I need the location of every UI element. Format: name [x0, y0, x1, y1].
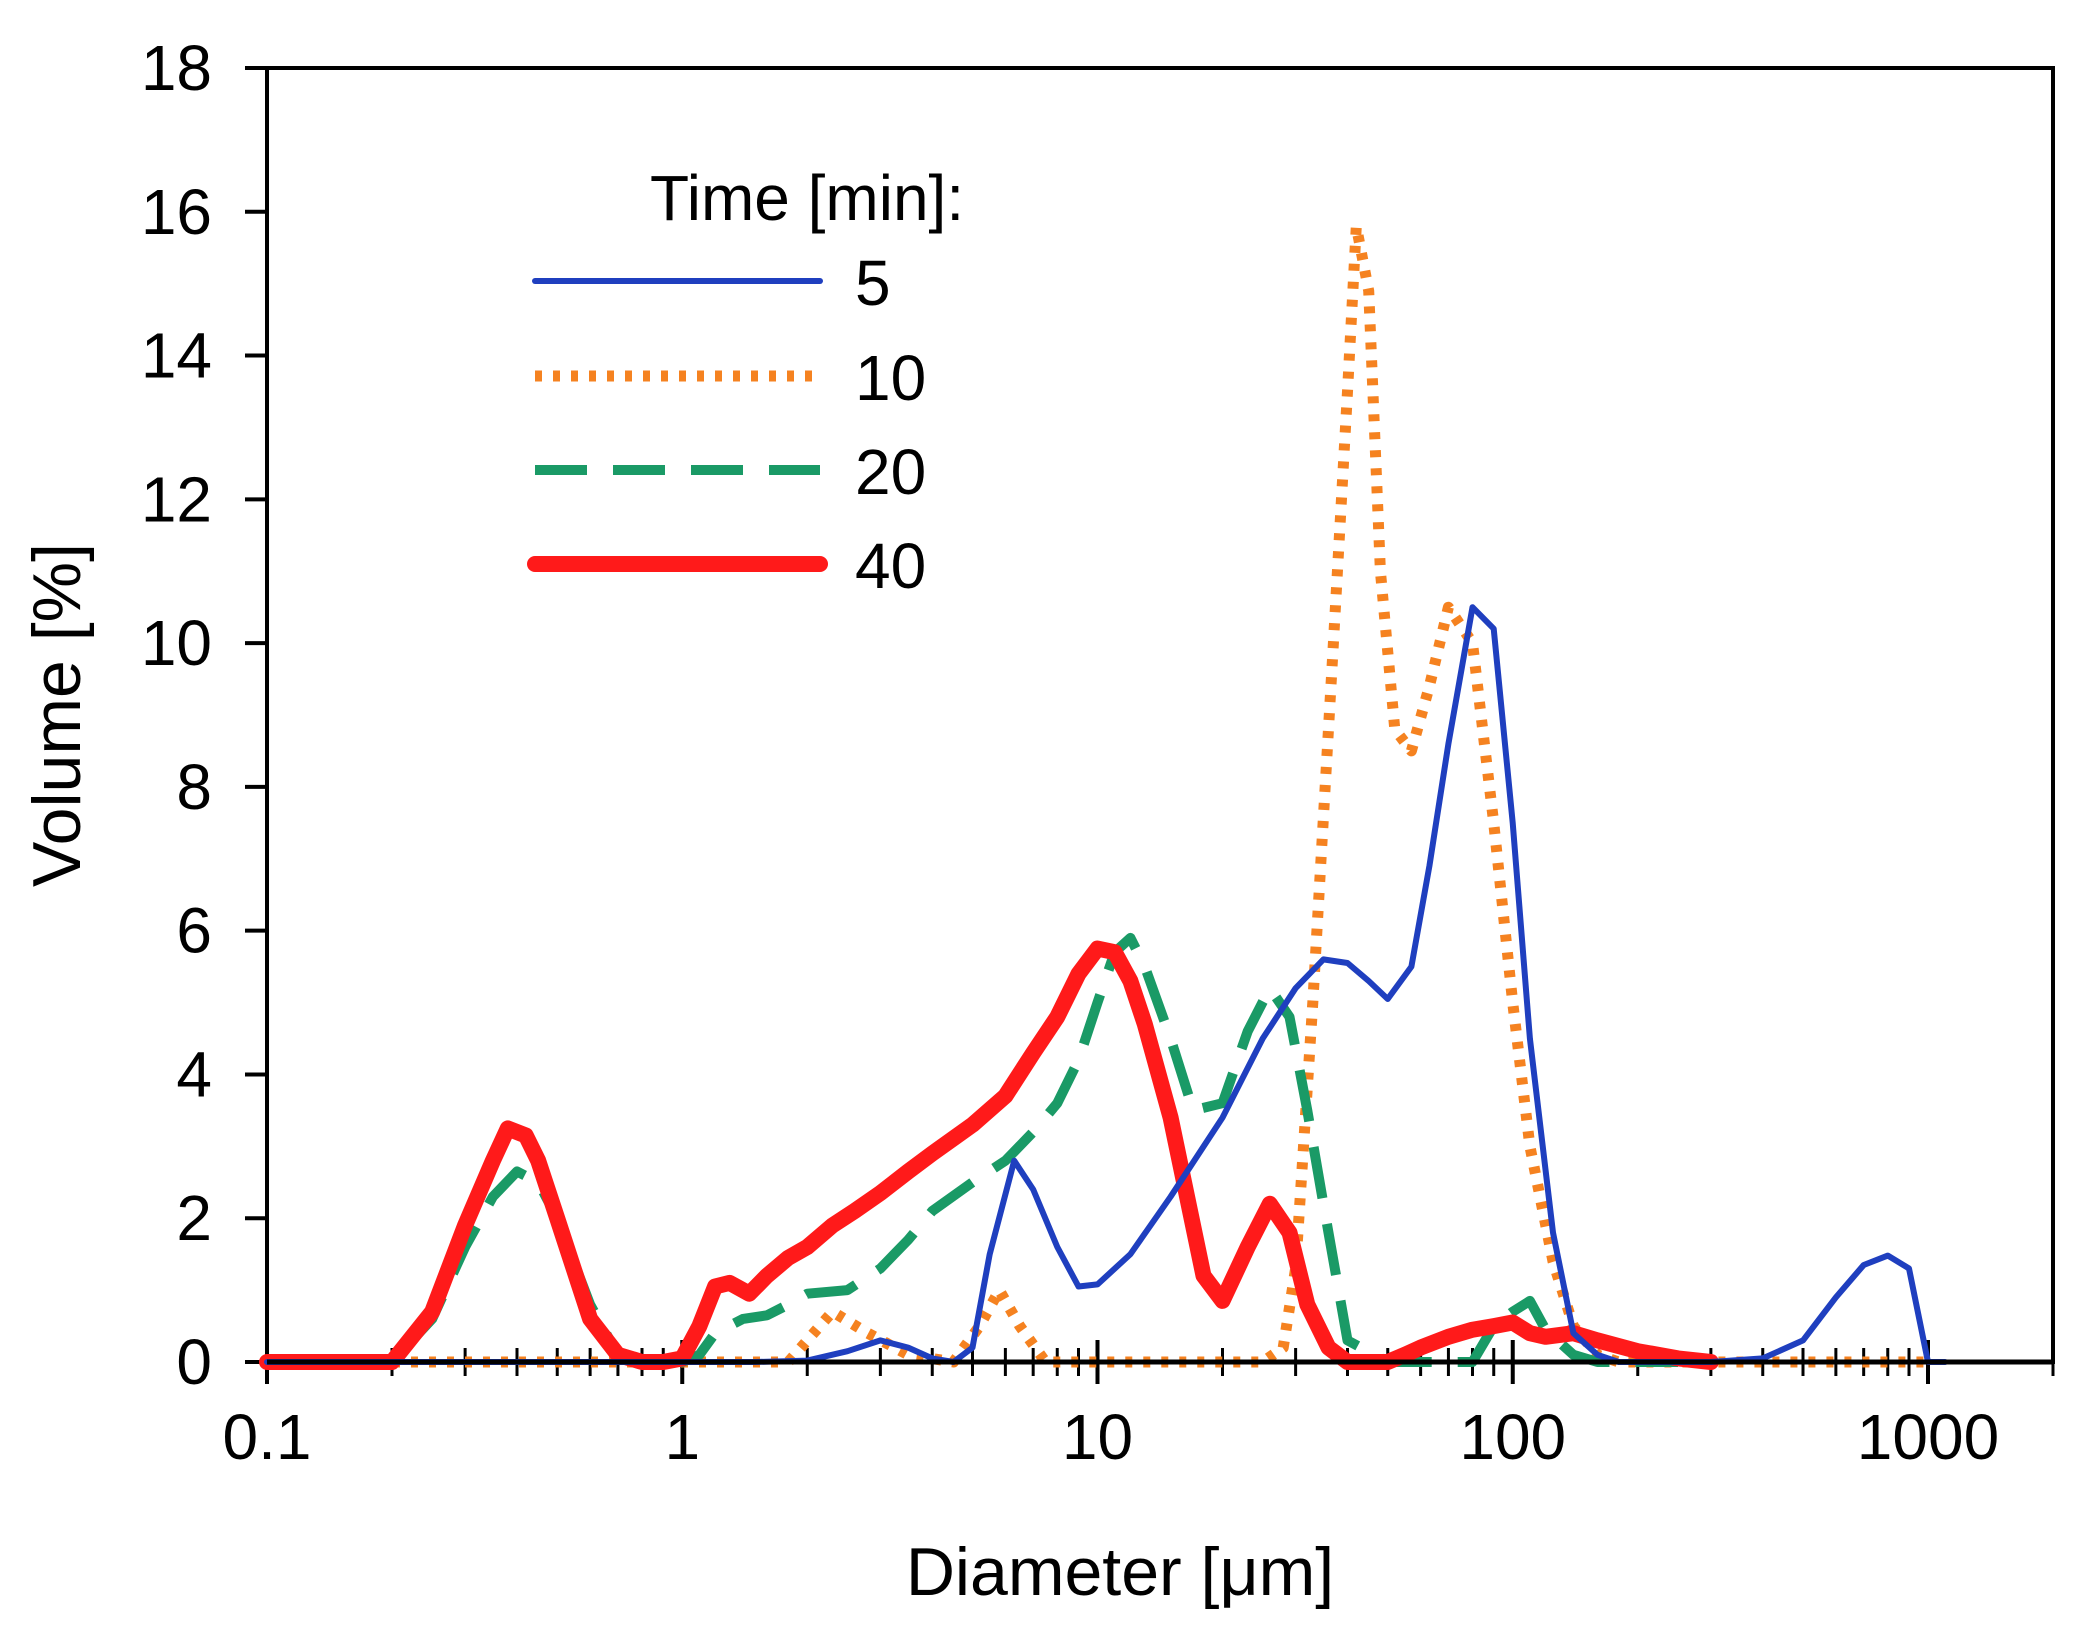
series-line-40 — [259, 940, 1719, 1370]
series-line-10 — [267, 220, 1928, 1368]
y-tick-label: 14 — [141, 320, 212, 392]
legend-label-40: 40 — [855, 530, 926, 602]
x-tick-label: 10 — [1062, 1401, 1133, 1473]
y-tick-label: 6 — [176, 895, 212, 967]
legend-title: Time [min]: — [650, 162, 964, 234]
y-axis-title: Volume [%] — [19, 543, 95, 887]
legend-label-10: 10 — [855, 342, 926, 414]
y-tick-label: 8 — [176, 751, 212, 823]
legend-label-20: 20 — [855, 436, 926, 508]
legend-label-5: 5 — [855, 247, 891, 319]
y-tick-label: 18 — [141, 32, 212, 104]
legend: Time [min]: 5 10 20 40 — [527, 162, 964, 602]
x-tick-label: 1000 — [1857, 1401, 1999, 1473]
y-tick-label: 2 — [176, 1182, 212, 1254]
x-tick-label: 100 — [1459, 1401, 1566, 1473]
x-tick-label: 1 — [664, 1401, 700, 1473]
y-tick-label: 12 — [141, 463, 212, 535]
y-tick-label: 16 — [141, 176, 212, 248]
x-axis-title: Diameter [μm] — [906, 1534, 1334, 1610]
y-axis-ticks: 0 2 4 6 8 10 12 14 16 18 — [141, 32, 267, 1398]
y-tick-label: 0 — [176, 1326, 212, 1398]
y-tick-label: 4 — [176, 1038, 212, 1110]
y-tick-label: 10 — [141, 607, 212, 679]
x-tick-label: 0.1 — [223, 1401, 312, 1473]
